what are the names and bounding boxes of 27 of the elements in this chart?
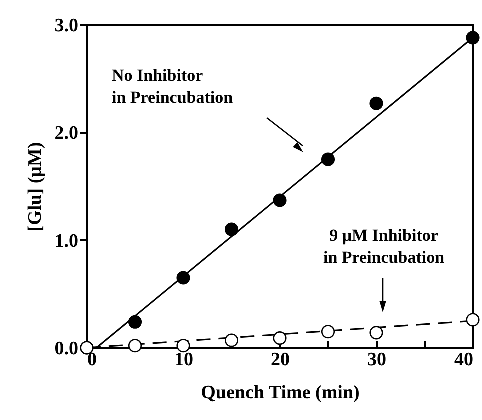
- x-tick-label: 40: [454, 350, 474, 370]
- x-tick-label: 20: [271, 350, 290, 370]
- point: [176, 271, 190, 285]
- point: [224, 334, 239, 348]
- point: [321, 325, 336, 339]
- point: [321, 152, 336, 166]
- x-tick-label: 30: [368, 350, 386, 370]
- x-axis-title: Quench Time (min): [201, 382, 360, 404]
- annotation: 9 μM Inhibitor in Preincubation: [323, 226, 446, 267]
- y-tick-label: 2.0: [54, 123, 78, 144]
- x-tick-label: 10: [174, 350, 194, 370]
- point: [224, 222, 239, 236]
- y-axis-title: [Glu] (μM): [24, 142, 46, 232]
- y-tick-label: 0.0: [54, 338, 78, 360]
- point: [466, 313, 480, 327]
- x-tick-label: 0: [88, 350, 97, 370]
- point: [466, 31, 480, 45]
- point: [128, 339, 142, 353]
- point: [370, 96, 384, 110]
- y-tick-label: 1.0: [54, 230, 78, 252]
- point: [273, 332, 287, 346]
- point: [370, 326, 384, 340]
- point: [128, 315, 142, 329]
- point: [273, 194, 287, 208]
- annotation: No Inhibitor in Preincubation: [112, 66, 234, 107]
- point: [176, 339, 190, 353]
- y-tick-label: 3.0: [54, 16, 78, 36]
